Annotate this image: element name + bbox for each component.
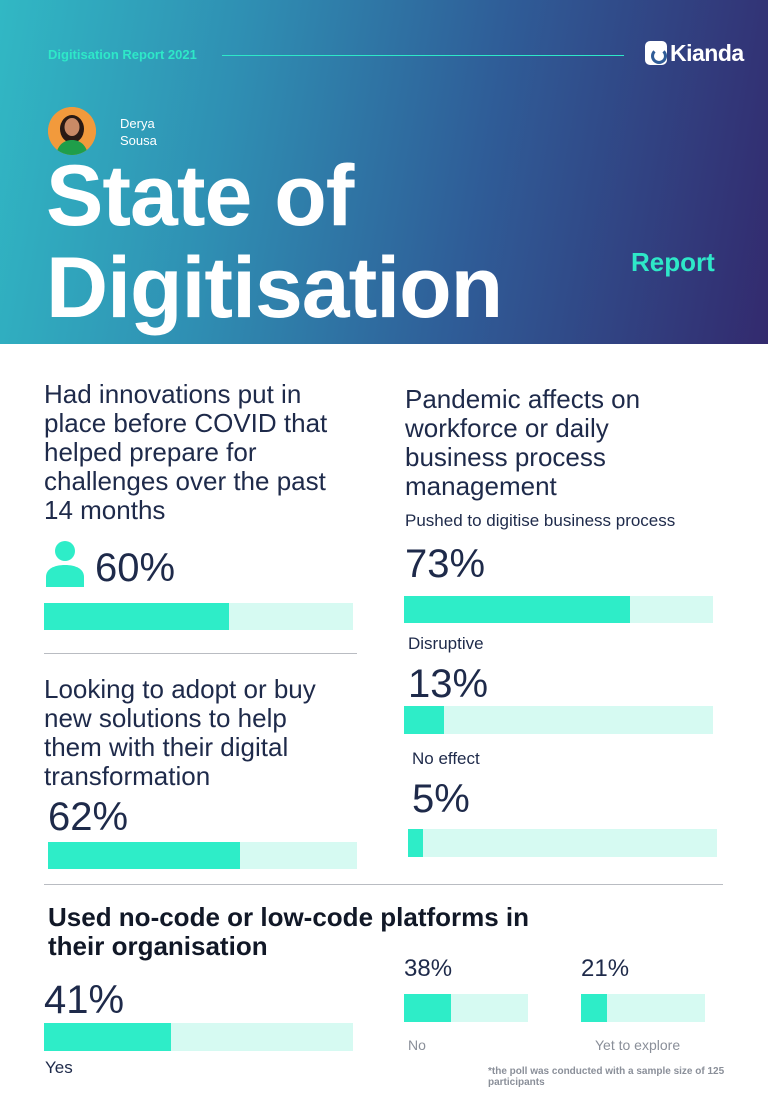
q1-value: 60%	[95, 546, 176, 590]
report-header: Digitisation Report 2021 Kianda Derya So…	[0, 0, 768, 344]
header-divider	[222, 55, 624, 56]
q3-category-label: No effect	[412, 749, 480, 768]
q4-line: their organisation	[48, 931, 268, 961]
person-icon	[46, 541, 84, 587]
q1-line: Had innovations put in	[44, 379, 302, 409]
q1-question: Had innovations put in place before COVI…	[44, 380, 327, 525]
q4-question: Used no-code or low-code platforms in th…	[48, 903, 529, 961]
q2-value: 62%	[48, 795, 129, 839]
q3-line: Pandemic affects on	[405, 384, 641, 414]
q3-value: 5%	[412, 777, 470, 821]
report-label: Digitisation Report 2021	[48, 47, 197, 62]
q3-line: management	[405, 471, 557, 501]
q4-category-label: Yet to explore	[595, 1037, 681, 1053]
title-line-1: State of	[46, 148, 354, 244]
q4-bar-fill	[581, 994, 608, 1022]
q4-bar-fill	[44, 1023, 171, 1051]
q3-bar-fill	[408, 829, 424, 857]
brand-logo: Kianda	[645, 39, 744, 67]
q2-question: Looking to adopt or buy new solutions to…	[44, 675, 316, 791]
q4-value: 21%	[581, 955, 630, 982]
q4-value: 38%	[404, 955, 453, 982]
kianda-logo-icon	[645, 41, 667, 65]
q4-value: 41%	[44, 978, 125, 1022]
q3-value: 13%	[408, 662, 489, 706]
q4-category-label: No	[408, 1037, 426, 1053]
divider-full	[44, 884, 723, 885]
author-first-name: Derya	[120, 116, 155, 131]
q4-bar-fill	[404, 994, 452, 1022]
page-title: State of Digitisation	[46, 148, 503, 336]
q3-bar-track	[404, 706, 713, 734]
report-tag: Report	[631, 247, 715, 277]
q1-bar-track	[44, 603, 353, 630]
q3-bar-track	[408, 829, 717, 857]
q3-line: business process	[405, 442, 606, 472]
q2-line: them with their digital	[44, 732, 289, 762]
q4-bar-track	[44, 1023, 353, 1051]
footnote: *the poll was conducted with a sample si…	[488, 1066, 725, 1088]
q2-line: new solutions to help	[44, 703, 287, 733]
q4-category-label: Yes	[45, 1058, 73, 1077]
brand-name: Kianda	[670, 39, 744, 66]
q4-line: Used no-code or low-code platforms in	[48, 902, 530, 932]
q1-line: challenges over the past	[44, 466, 326, 496]
author-name: Derya Sousa	[120, 115, 157, 149]
q4-bar-track	[581, 994, 705, 1022]
q3-question: Pandemic affects on workforce or daily b…	[405, 385, 640, 501]
q3-line: workforce or daily	[405, 413, 609, 443]
q2-line: Looking to adopt or buy	[44, 674, 316, 704]
q1-line: place before COVID that	[44, 408, 328, 438]
author-last-name: Sousa	[120, 133, 157, 148]
q2-line: transformation	[44, 761, 211, 791]
divider-left	[44, 653, 357, 654]
q4-bar-track	[404, 994, 528, 1022]
q3-category-label: Disruptive	[408, 634, 484, 653]
q1-line: 14 months	[44, 495, 166, 525]
q3-bar-fill	[404, 596, 630, 623]
q3-value: 73%	[405, 542, 486, 586]
q3-bar-fill	[404, 706, 445, 734]
q1-line: helped prepare for	[44, 437, 257, 467]
author-avatar	[48, 107, 96, 155]
q1-bar-fill	[44, 603, 230, 630]
q2-bar-fill	[48, 842, 240, 869]
q3-bar-track	[404, 596, 713, 623]
q3-category-label: Pushed to digitise business process	[405, 511, 676, 530]
title-line-2: Digitisation	[46, 240, 503, 336]
q2-bar-track	[48, 842, 357, 869]
